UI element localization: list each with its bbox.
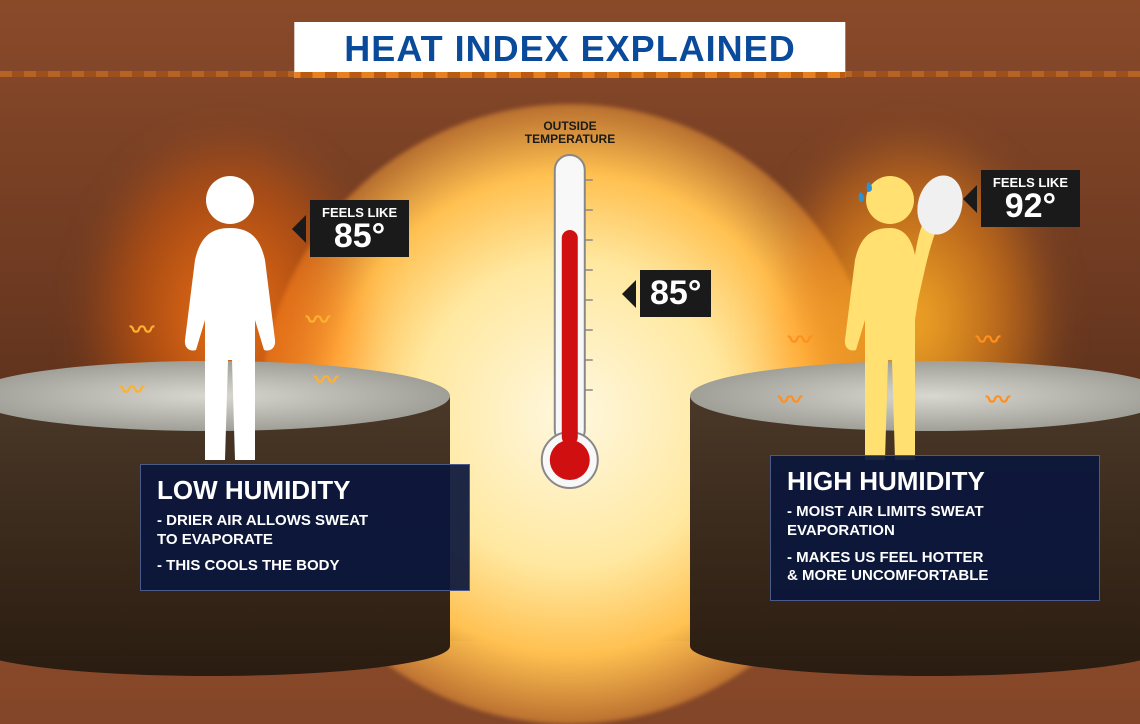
heat-wave-icon: 〰 bbox=[120, 370, 144, 405]
feels-like-label-low: FEELS LIKE 85° bbox=[310, 200, 409, 257]
title-banner: HEAT INDEX EXPLAINED bbox=[294, 22, 845, 78]
heat-wave-icon: 〰 bbox=[778, 380, 802, 415]
info-box-low-humidity: LOW HUMIDITY - DRIER AIR ALLOWS SWEAT TO… bbox=[140, 464, 470, 591]
heat-wave-icon: 〰 bbox=[130, 310, 154, 345]
thermometer-reading: 85° bbox=[640, 270, 711, 317]
heat-wave-icon: 〰 bbox=[986, 380, 1010, 415]
page-title: HEAT INDEX EXPLAINED bbox=[344, 28, 795, 70]
thermo-label-line2: TEMPERATURE bbox=[525, 132, 615, 146]
person-icon bbox=[150, 170, 310, 470]
heat-wave-icon: 〰 bbox=[976, 320, 1000, 355]
thermometer-label: OUTSIDE TEMPERATURE bbox=[525, 120, 615, 146]
heat-wave-icon: 〰 bbox=[314, 360, 338, 395]
info-line: - MAKES US FEEL HOTTER & MORE UNCOMFORTA… bbox=[787, 549, 1083, 587]
info-title: LOW HUMIDITY bbox=[157, 475, 453, 506]
info-line: - MOIST AIR LIMITS SWEAT EVAPORATION bbox=[787, 503, 1083, 541]
heat-wave-icon: 〰 bbox=[306, 300, 330, 335]
figure-low-humidity: 〰 〰 〰 〰 bbox=[150, 170, 310, 470]
info-title: HIGH HUMIDITY bbox=[787, 466, 1083, 497]
feels-like-value: 85° bbox=[322, 219, 397, 253]
thermo-label-line1: OUTSIDE bbox=[543, 119, 596, 133]
feels-like-label-high: FEELS LIKE 92° bbox=[981, 170, 1080, 227]
heat-wave-icon: 〰 bbox=[788, 320, 812, 355]
thermometer-icon bbox=[535, 150, 605, 490]
thermometer: OUTSIDE TEMPERATURE bbox=[525, 120, 615, 495]
person-sweating-icon bbox=[810, 170, 990, 470]
info-line: - THIS COOLS THE BODY bbox=[157, 557, 453, 576]
info-box-high-humidity: HIGH HUMIDITY - MOIST AIR LIMITS SWEAT E… bbox=[770, 455, 1100, 601]
feels-like-value: 92° bbox=[993, 189, 1068, 223]
figure-high-humidity: 〰 〰 〰 〰 bbox=[810, 170, 990, 470]
info-line: - DRIER AIR ALLOWS SWEAT TO EVAPORATE bbox=[157, 512, 453, 550]
